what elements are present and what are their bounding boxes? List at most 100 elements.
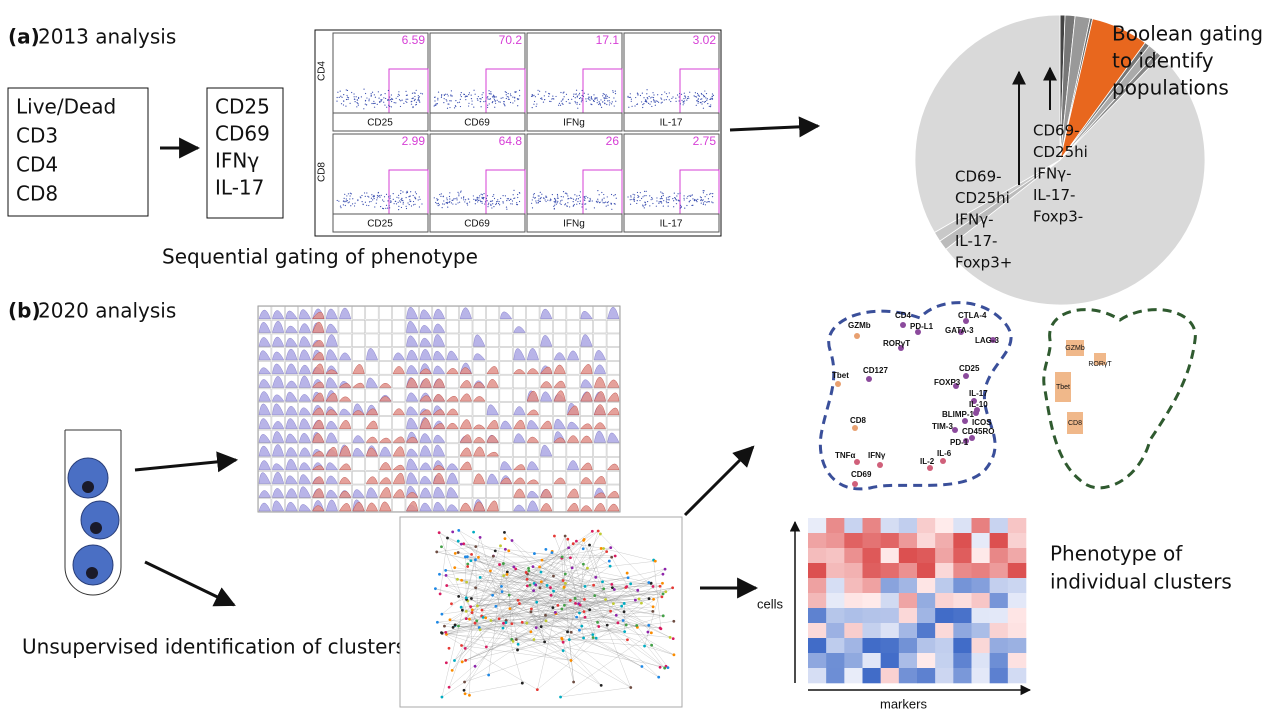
network-node xyxy=(468,694,471,697)
event-dot xyxy=(400,199,401,200)
event-dot xyxy=(655,101,656,102)
network-node xyxy=(671,586,674,589)
event-dot xyxy=(569,103,570,104)
event-dot xyxy=(709,106,710,107)
event-dot xyxy=(446,99,447,100)
event-dot xyxy=(517,105,518,106)
event-dot xyxy=(603,202,604,203)
event-dot xyxy=(388,100,389,101)
event-dot xyxy=(500,101,501,102)
event-dot xyxy=(680,103,681,104)
network-node xyxy=(648,597,651,600)
network-node xyxy=(491,594,494,597)
event-dot xyxy=(662,102,663,103)
event-dot xyxy=(561,101,562,102)
event-dot xyxy=(551,98,552,99)
event-dot xyxy=(598,104,599,105)
event-dot xyxy=(704,90,705,91)
annotation: Foxp3- xyxy=(1033,208,1083,226)
network-node xyxy=(584,616,587,619)
heatmap-cell xyxy=(899,623,917,638)
event-dot xyxy=(565,193,566,194)
network-node xyxy=(650,644,653,647)
event-dot xyxy=(644,195,645,196)
event-dot xyxy=(364,192,365,193)
event-dot xyxy=(434,197,435,198)
histogram-cell xyxy=(352,458,364,471)
histogram-cell xyxy=(580,403,592,416)
network-node xyxy=(527,569,530,572)
event-dot xyxy=(696,201,697,202)
event-dot xyxy=(382,199,383,200)
event-dot xyxy=(597,199,598,200)
event-dot xyxy=(461,190,462,191)
heatmap-cell xyxy=(917,518,935,533)
network-node xyxy=(627,576,630,579)
event-dot xyxy=(573,96,574,97)
event-dot xyxy=(514,197,515,198)
network-node xyxy=(516,649,519,652)
event-dot xyxy=(656,206,657,207)
event-dot xyxy=(387,200,388,201)
event-dot xyxy=(683,101,684,102)
event-dot xyxy=(400,193,401,194)
event-dot xyxy=(439,204,440,205)
event-dot xyxy=(590,199,591,200)
marker-label: IFNγ xyxy=(868,451,886,460)
event-dot xyxy=(468,103,469,104)
event-dot xyxy=(510,203,511,204)
event-dot xyxy=(357,99,358,100)
event-dot xyxy=(494,198,495,199)
event-dot xyxy=(457,102,458,103)
event-dot xyxy=(412,93,413,94)
event-dot xyxy=(502,97,503,98)
event-dot xyxy=(454,107,455,108)
event-dot xyxy=(467,96,468,97)
event-dot xyxy=(681,100,682,101)
network-node xyxy=(602,547,605,550)
event-dot xyxy=(661,202,662,203)
event-dot xyxy=(350,205,351,206)
event-dot xyxy=(594,99,595,100)
heatmap-cell xyxy=(1008,608,1026,623)
event-dot xyxy=(471,104,472,105)
heatmap-cell xyxy=(972,608,990,623)
network-node xyxy=(530,610,533,613)
event-dot xyxy=(684,93,685,94)
row-label: CD8 xyxy=(317,162,328,182)
event-dot xyxy=(706,194,707,195)
event-dot xyxy=(446,197,447,198)
event-dot xyxy=(353,93,354,94)
event-dot xyxy=(477,197,478,198)
event-dot xyxy=(603,197,604,198)
network-node xyxy=(517,643,520,646)
event-dot xyxy=(488,90,489,91)
histogram-cell xyxy=(567,307,579,320)
event-dot xyxy=(500,198,501,199)
event-dot xyxy=(535,197,536,198)
event-dot xyxy=(461,96,462,97)
event-dot xyxy=(398,195,399,196)
network-node xyxy=(502,574,505,577)
network-node xyxy=(454,624,457,627)
event-dot xyxy=(412,98,413,99)
marker-label: Tbet xyxy=(1056,384,1070,391)
event-dot xyxy=(658,102,659,103)
event-dot xyxy=(388,105,389,106)
event-dot xyxy=(676,195,677,196)
network-node xyxy=(609,546,612,549)
network-node xyxy=(588,608,591,611)
event-dot xyxy=(443,196,444,197)
arrow xyxy=(685,447,753,515)
event-dot xyxy=(639,200,640,201)
event-dot xyxy=(690,200,691,201)
event-dot xyxy=(483,198,484,199)
event-dot xyxy=(413,201,414,202)
heatmap-cell xyxy=(990,578,1008,593)
heatmap-cell xyxy=(808,593,826,608)
event-dot xyxy=(506,98,507,99)
heatmap-cell xyxy=(990,518,1008,533)
network-node xyxy=(439,592,442,595)
event-dot xyxy=(504,105,505,106)
event-dot xyxy=(492,203,493,204)
